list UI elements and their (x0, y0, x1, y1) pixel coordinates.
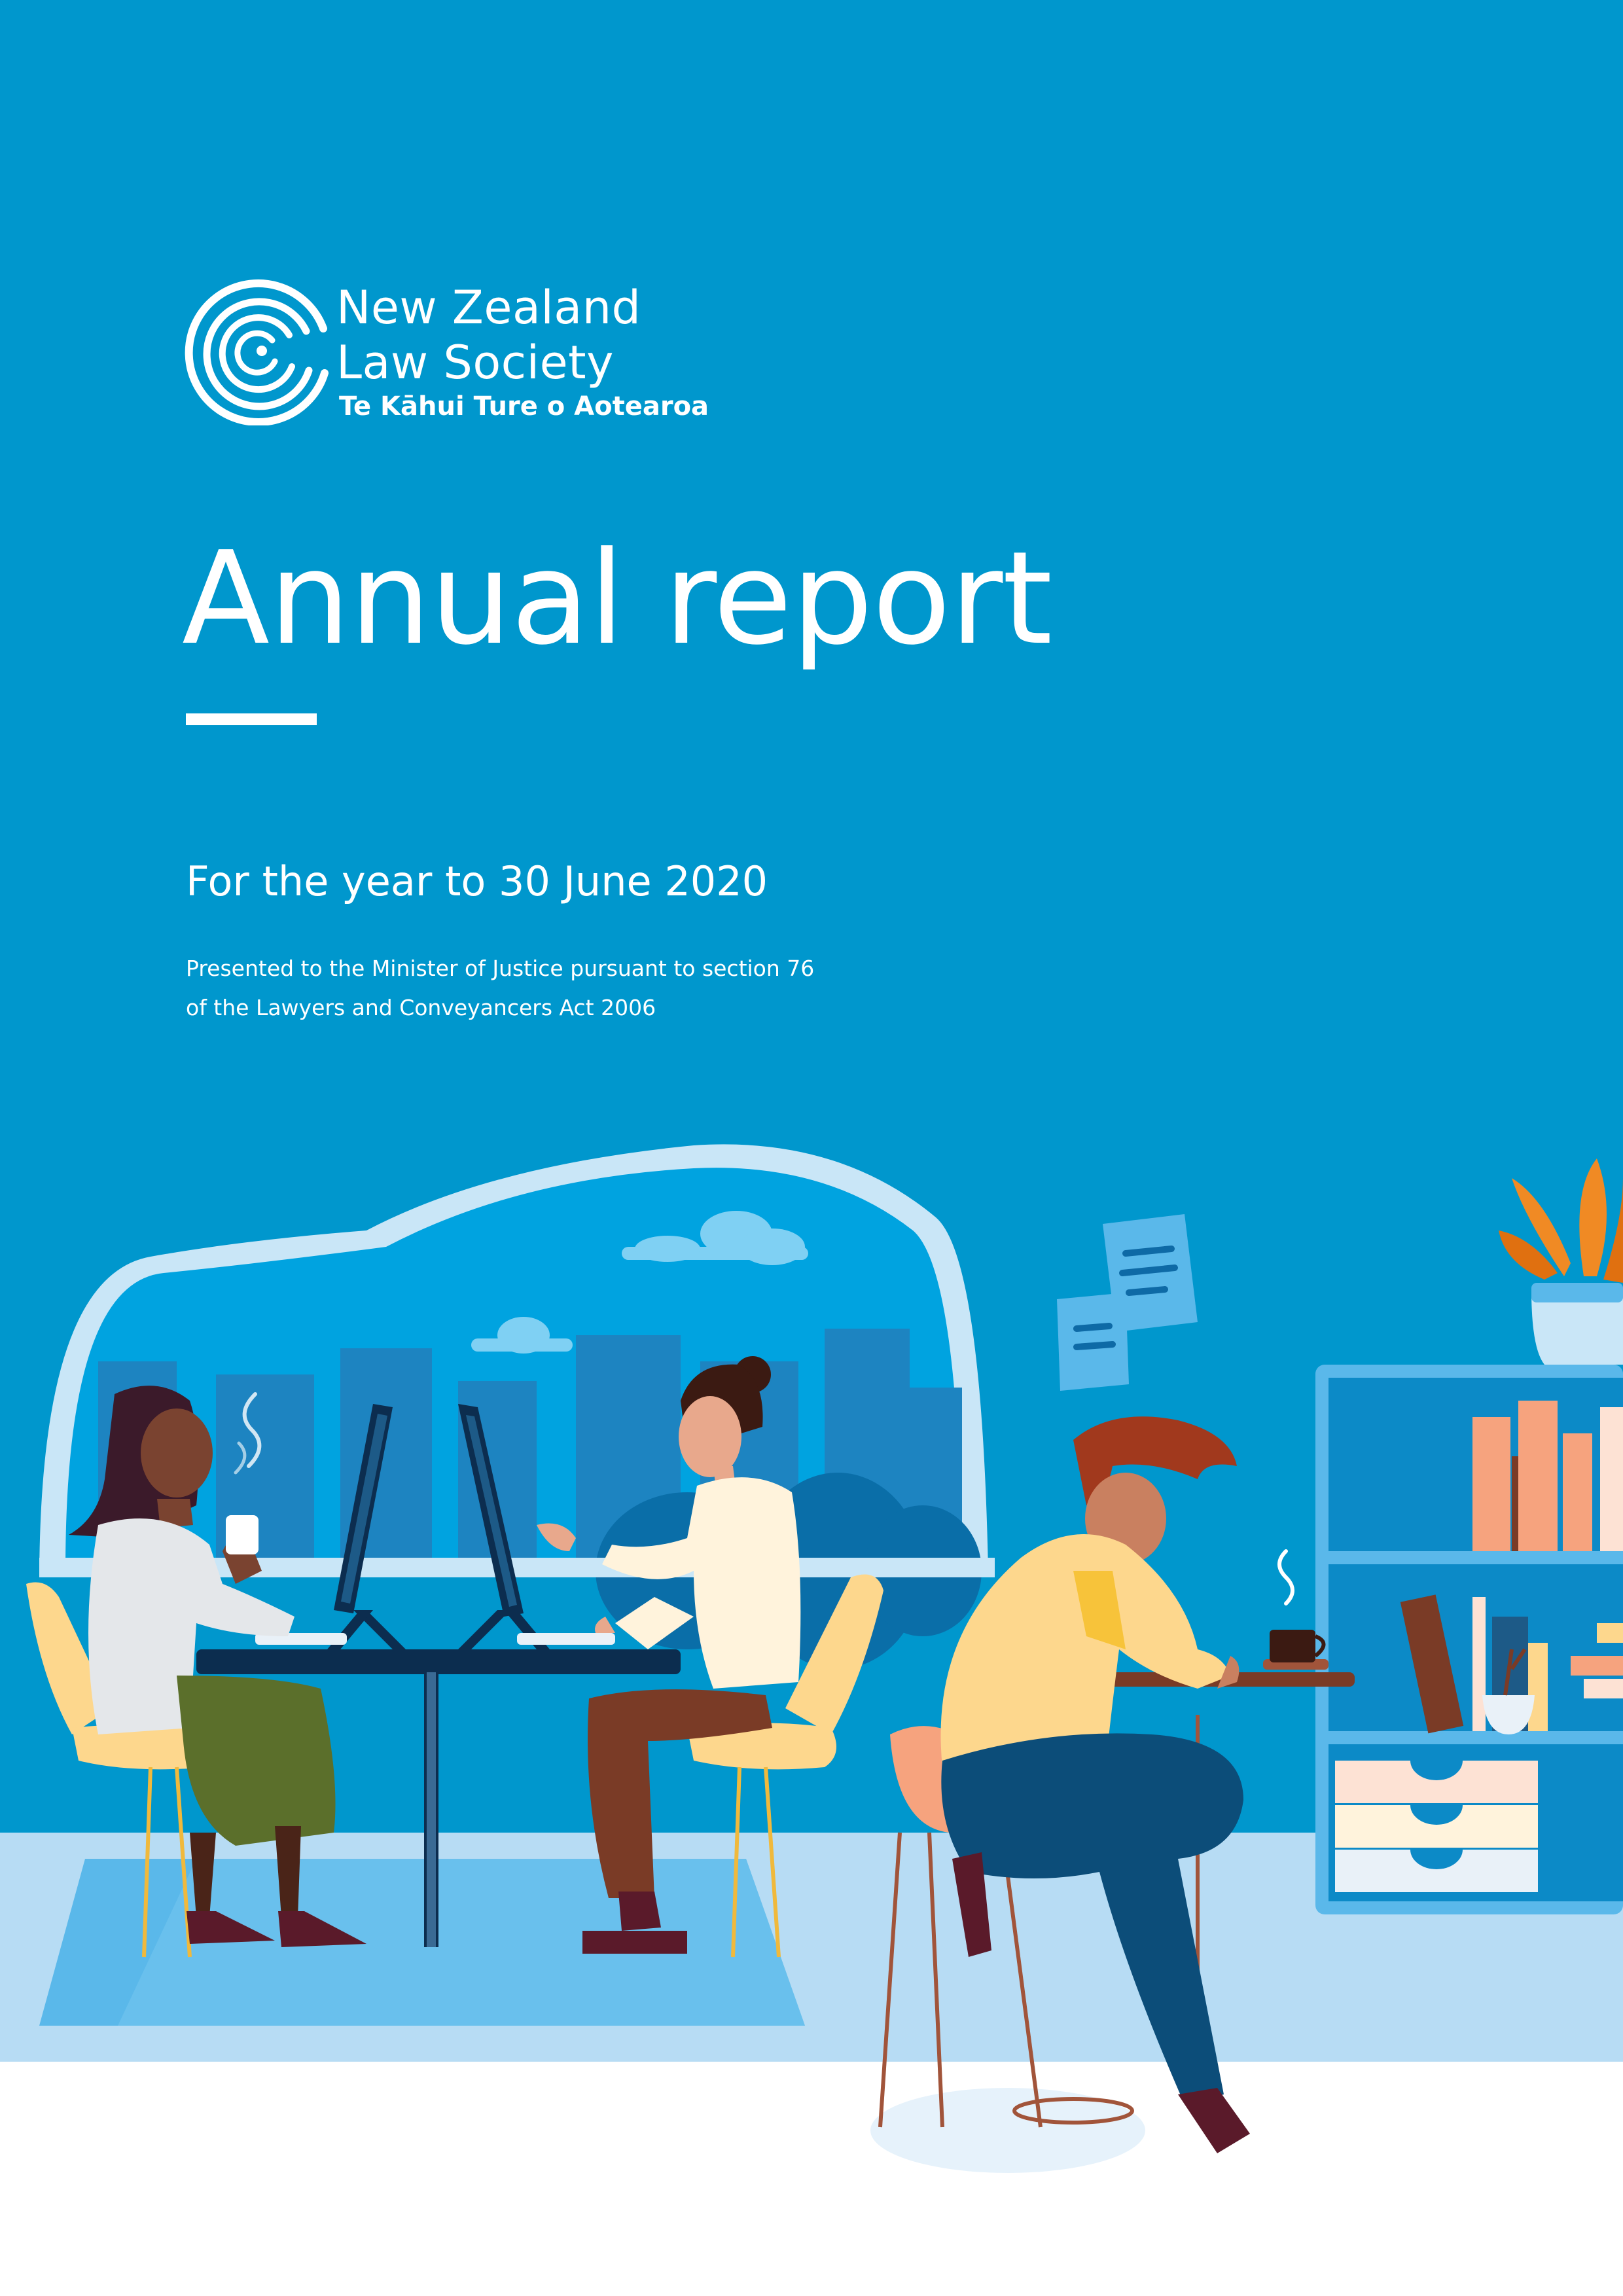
monitor-left (327, 1404, 406, 1649)
title-underline (186, 713, 317, 725)
potted-plant (1499, 1158, 1623, 1365)
coffee-cup-icon (1270, 1630, 1315, 1662)
mug-icon (226, 1515, 259, 1554)
woman-right (537, 1356, 801, 1954)
office-illustration (0, 1144, 1623, 2296)
koru-spiral-icon (185, 279, 329, 425)
page-title: Annual report (182, 524, 1052, 673)
chair-right (687, 1574, 883, 1958)
keyboard-right (517, 1633, 615, 1645)
nzls-logo: New Zealand Law Society Te Kāhui Ture o … (185, 275, 709, 432)
presented-line-1: Presented to the Minister of Justice pur… (186, 956, 815, 981)
presented-statement: Presented to the Minister of Justice pur… (186, 949, 814, 1028)
cloud (622, 1211, 808, 1265)
desk-top (196, 1649, 681, 1674)
white-ground (0, 2062, 1623, 2296)
organisation-maori-name: Te Kāhui Ture o Aotearoa (339, 391, 709, 422)
man-sitting (940, 1416, 1250, 2153)
cloud-small (471, 1317, 573, 1354)
sticky-notes (1057, 1214, 1198, 1391)
bookshelf (1315, 1365, 1623, 1914)
presented-line-2: of the Lawyers and Conveyancers Act 2006 (186, 995, 656, 1020)
organisation-name-line1: New Zealand (336, 281, 641, 334)
woman-left (69, 1386, 366, 1947)
report-period: For the year to 30 June 2020 (186, 857, 768, 905)
organisation-name: New Zealand Law Society (336, 280, 641, 390)
organisation-name-line2: Law Society (336, 336, 615, 389)
